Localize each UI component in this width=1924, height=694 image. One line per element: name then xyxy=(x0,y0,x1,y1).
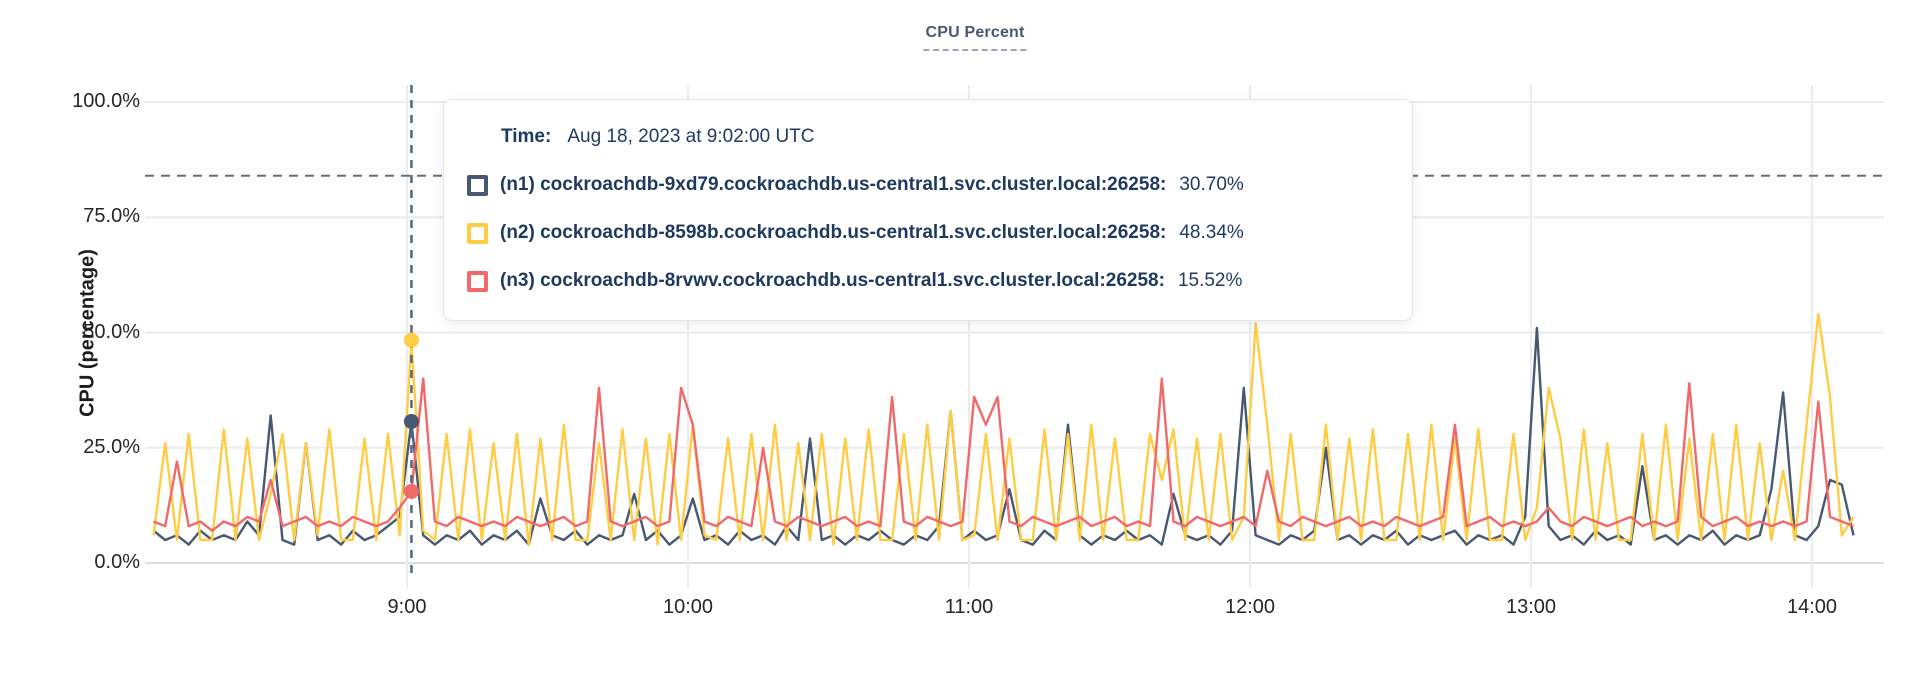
series-n3-name: (n3) cockroachdb-8rvwv.cockroachdb.us-ce… xyxy=(500,270,1165,291)
series-n1-name: (n1) cockroachdb-9xd79.cockroachdb.us-ce… xyxy=(500,174,1167,195)
chart-title: CPU Percent xyxy=(923,24,1027,51)
y-tick-25: 25.0% xyxy=(83,436,140,458)
series-n1-swatch-icon xyxy=(467,174,488,196)
y-tick-75: 75.0% xyxy=(83,205,140,227)
series-n1-value: 30.70% xyxy=(1179,174,1244,195)
x-tick-11: 11:00 xyxy=(944,596,994,618)
tooltip-time-label: Time: xyxy=(501,126,552,147)
tooltip-series-row: (n1) cockroachdb-9xd79.cockroachdb.us-ce… xyxy=(467,170,1412,200)
y-tick-0: 0.0% xyxy=(94,551,140,573)
tooltip-series-row: (n3) cockroachdb-8rvwv.cockroachdb.us-ce… xyxy=(467,266,1412,296)
series-n2-value: 48.34% xyxy=(1179,222,1244,243)
y-tick-50: 50.0% xyxy=(83,321,140,343)
series-n2-name: (n2) cockroachdb-8598b.cockroachdb.us-ce… xyxy=(500,222,1167,243)
hover-dot-n1 xyxy=(403,413,419,429)
x-tick-9: 9:00 xyxy=(387,596,427,618)
series-line-n3 xyxy=(153,377,1854,532)
x-tick-12: 12:00 xyxy=(1224,596,1276,618)
x-tick-10: 10:00 xyxy=(662,596,714,618)
series-n3-swatch-icon xyxy=(467,270,488,292)
tooltip-time-value: Aug 18, 2023 at 9:02:00 UTC xyxy=(567,126,815,147)
hover-dot-n3 xyxy=(403,483,419,499)
chart-tooltip: Time: Aug 18, 2023 at 9:02:00 UTC (n1) c… xyxy=(443,99,1413,321)
series-n2-swatch-icon xyxy=(467,222,488,244)
tooltip-series-row: (n2) cockroachdb-8598b.cockroachdb.us-ce… xyxy=(467,218,1412,248)
series-n3-value: 15.52% xyxy=(1177,270,1243,291)
series-line-n1 xyxy=(152,326,1855,546)
hover-dot-n2 xyxy=(403,332,419,348)
y-tick-100: 100.0% xyxy=(72,90,140,112)
x-tick-14: 14:00 xyxy=(1786,596,1838,618)
x-tick-13: 13:00 xyxy=(1505,596,1557,618)
tooltip-time-row: Time: Aug 18, 2023 at 9:02:00 UTC xyxy=(501,122,1412,152)
